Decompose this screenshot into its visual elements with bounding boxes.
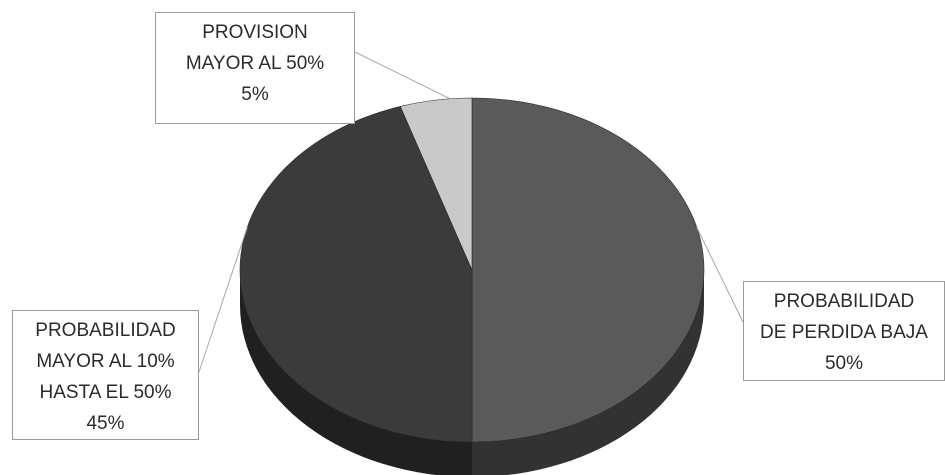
slice-percent-label: 50% [824, 353, 864, 374]
slice-label-line: HASTA EL 50% [39, 382, 172, 403]
pie-top [239, 97, 705, 443]
slice-label-line: PROVISION [202, 22, 308, 43]
slice-percent-label: 45% [86, 413, 125, 434]
pie-side-wall [240, 270, 472, 475]
slice-label-line: MAYOR AL 50% [185, 53, 325, 74]
slice-label-mayor-10-hasta-50: PROBABILIDAD MAYOR AL 10% HASTA EL 50% 4… [12, 310, 199, 440]
slice-label-line: DE PERDIDA BAJA [760, 322, 928, 343]
slice-label-line: PROBABILIDAD [773, 291, 915, 312]
slice-label-perdida-baja: PROBABILIDAD DE PERDIDA BAJA 50% [743, 281, 945, 381]
pie-depth [240, 270, 704, 475]
slice-label-provision: PROVISION MAYOR AL 50% 5% [155, 12, 355, 124]
leader-line [696, 227, 744, 323]
pie-side-wall [472, 270, 704, 475]
slice-label-line: MAYOR AL 10% [36, 351, 175, 372]
slice-label-line: PROBABILIDAD [35, 320, 176, 341]
slice-percent-label: 5% [241, 84, 269, 105]
pie-slice [239, 106, 473, 443]
leader-line [354, 51, 451, 100]
pie-slice [471, 97, 705, 443]
leader-lines [198, 51, 744, 373]
pie-slice [399, 97, 473, 271]
leader-line [198, 227, 248, 373]
